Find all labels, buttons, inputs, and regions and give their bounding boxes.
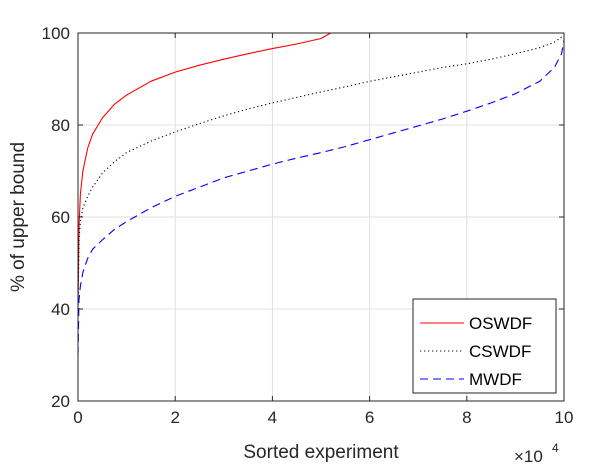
x-tick-label: 4 xyxy=(268,408,277,427)
x-tick-label: 2 xyxy=(170,408,179,427)
legend-box xyxy=(412,298,557,394)
legend-label: CSWDF xyxy=(469,342,531,361)
legend-label: MWDF xyxy=(469,370,522,389)
y-tick-label: 100 xyxy=(42,24,70,43)
series-line-mwdf xyxy=(77,39,565,356)
svg-text:4: 4 xyxy=(552,441,559,455)
x-multiplier: ×10 4 xyxy=(514,441,559,466)
x-tick-label: 0 xyxy=(73,408,82,427)
svg-text:×10: ×10 xyxy=(514,447,543,466)
x-axis-label: Sorted experiment xyxy=(243,442,399,463)
x-tick-labels: 0 2 4 6 8 10 xyxy=(73,408,573,427)
x-tick-label: 10 xyxy=(555,408,574,427)
y-tick-label: 60 xyxy=(51,208,70,227)
y-axis-label: % of upper bound xyxy=(8,142,29,292)
x-tick-label: 6 xyxy=(365,408,374,427)
legend: OSWDF CSWDF MWDF xyxy=(412,298,557,394)
x-tick-label: 8 xyxy=(462,408,471,427)
y-tick-label: 80 xyxy=(51,116,70,135)
legend-label: OSWDF xyxy=(469,314,532,333)
y-tick-labels: 20 40 60 80 100 xyxy=(42,24,70,411)
axis-ticks xyxy=(77,32,565,402)
y-tick-label: 20 xyxy=(51,392,70,411)
y-tick-label: 40 xyxy=(51,300,70,319)
